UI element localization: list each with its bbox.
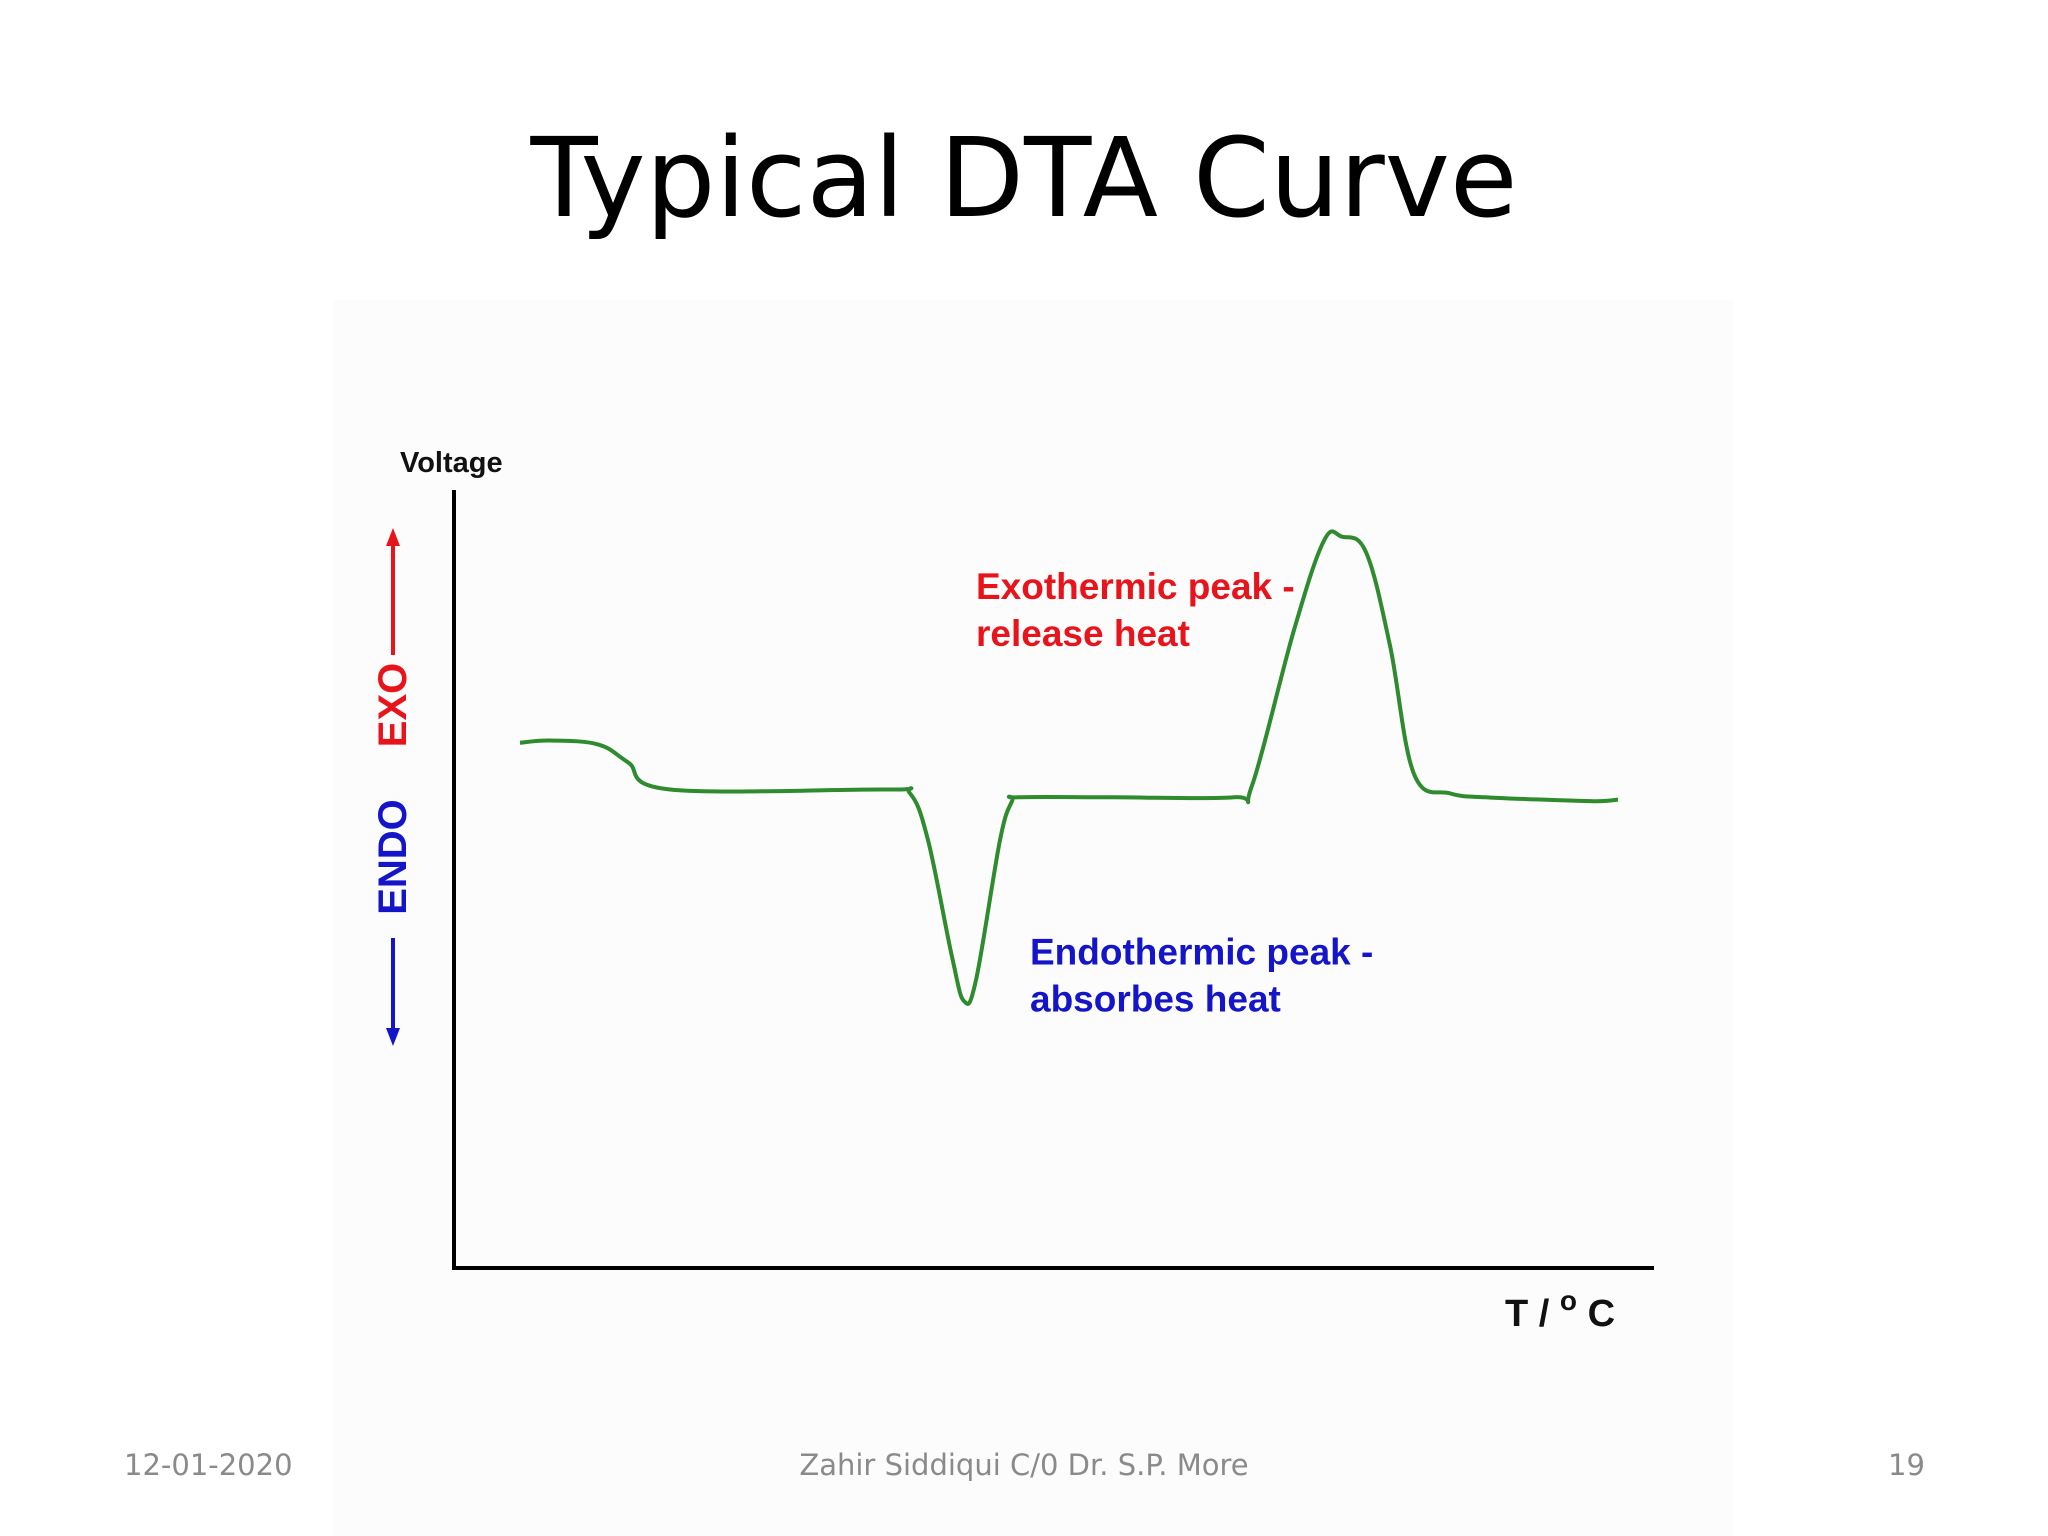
slide-title: Typical DTA Curve xyxy=(530,114,1518,242)
axes xyxy=(452,490,1654,1270)
exo-endo-indicator: EXO ENDO xyxy=(371,528,415,1046)
annotation-0-line-1: release heat xyxy=(976,613,1190,654)
x-axis-label: T / o C xyxy=(1505,1277,1615,1335)
annotation-1: Endothermic peak - absorbes heat xyxy=(1030,932,1373,1020)
x-axis-label-main: T / xyxy=(1505,1293,1550,1335)
footer-author: Zahir Siddiqui C/0 Dr. S.P. More xyxy=(799,1448,1249,1482)
annotation-0: Exothermic peak - release heat xyxy=(976,566,1295,654)
annotation-1-line-0: Endothermic peak - xyxy=(1030,932,1373,973)
endo-arrow-head xyxy=(386,1028,400,1046)
figure-panel xyxy=(334,300,1734,1536)
endo-label: ENDO xyxy=(371,799,415,915)
exo-arrow-head xyxy=(386,528,400,546)
footer-date: 12-01-2020 xyxy=(124,1448,293,1482)
page-number: 19 xyxy=(1888,1448,1925,1482)
x-axis-label-superscript: o xyxy=(1560,1285,1577,1316)
series-line-0 xyxy=(519,529,1619,1006)
annotation-1-line-1: absorbes heat xyxy=(1030,979,1281,1020)
x-axis-label-unit: C xyxy=(1588,1293,1615,1335)
exo-label: EXO xyxy=(371,663,415,747)
annotation-0-line-0: Exothermic peak - xyxy=(976,566,1295,607)
y-axis-label: Voltage xyxy=(400,447,503,479)
